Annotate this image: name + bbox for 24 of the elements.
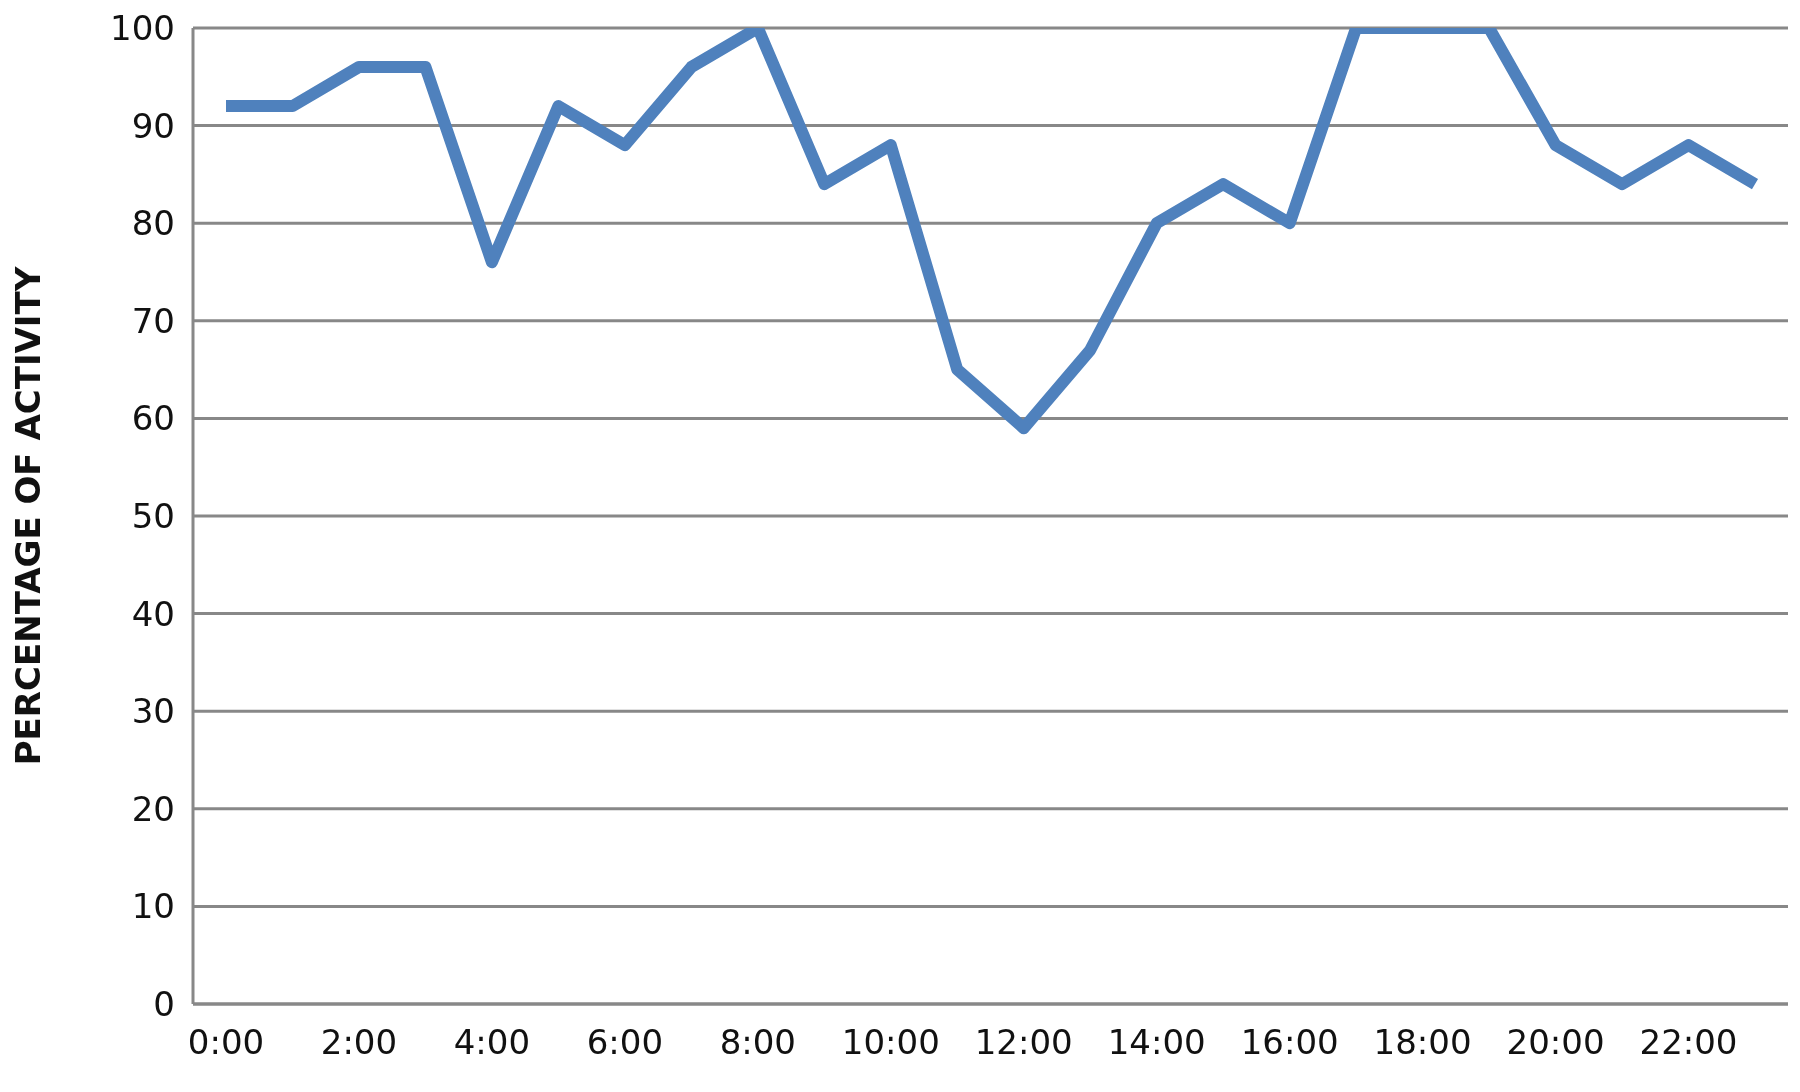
y-axis-title: PERCENTAGE OF ACTIVITY [8,266,49,766]
x-tick-label: 2:00 [320,1022,398,1063]
y-tick-label: 100 [110,8,175,49]
x-tick-label: 10:00 [841,1022,940,1063]
x-tick-label: 12:00 [974,1022,1073,1063]
y-tick-label: 60 [131,398,175,439]
x-tick-label: 4:00 [453,1022,531,1063]
y-tick-label: 10 [131,886,175,927]
y-tick-label: 40 [131,593,175,634]
y-tick-label: 80 [131,203,175,244]
y-tick-label: 20 [131,788,175,829]
y-tick-label: 0 [153,984,175,1025]
y-tick-label: 50 [131,496,175,537]
x-tick-label: 8:00 [719,1022,797,1063]
x-tick-label: 16:00 [1240,1022,1339,1063]
y-tick-label: 90 [131,105,175,146]
x-tick-label: 20:00 [1506,1022,1605,1063]
y-tick-label: 70 [131,300,175,341]
x-tick-label: 18:00 [1373,1022,1472,1063]
x-tick-label: 22:00 [1639,1022,1738,1063]
x-tick-label: 14:00 [1107,1022,1206,1063]
x-tick-label: 6:00 [586,1022,664,1063]
y-tick-label: 30 [131,691,175,732]
x-tick-label: 0:00 [187,1022,265,1063]
